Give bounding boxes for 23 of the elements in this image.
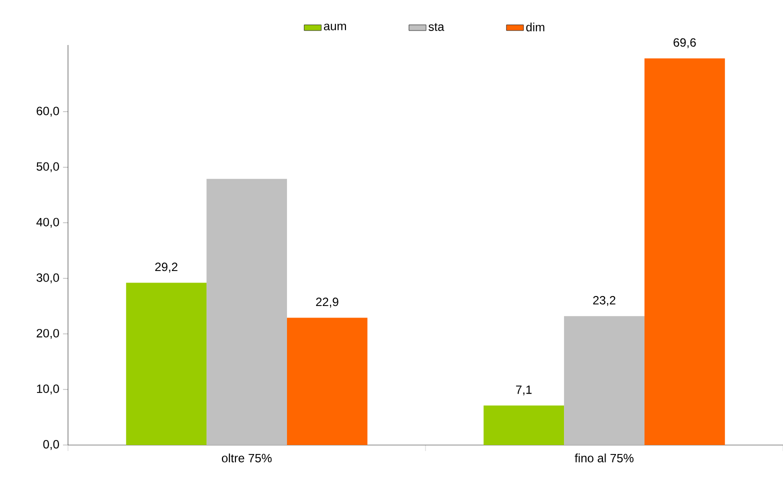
data-label: 29,2	[155, 262, 178, 273]
y-tick-label: 40,0	[36, 218, 60, 228]
y-tick-label: 20,0	[36, 328, 60, 339]
x-tick-label: oltre 75%	[222, 454, 272, 462]
bar	[484, 406, 564, 445]
bar	[286, 318, 368, 445]
legend-label: aum	[324, 24, 346, 30]
data-label: 22,9	[316, 298, 338, 308]
y-tick-label: 10,0	[37, 384, 60, 394]
legend-label: dim	[526, 22, 544, 32]
data-label: 69,6	[674, 38, 696, 48]
bar	[564, 316, 644, 445]
y-tick-label: 60,0	[36, 106, 60, 117]
y-tick-label: 0,0	[43, 440, 60, 450]
data-label: 7,1	[516, 386, 532, 396]
x-tick-label: fino al 75%	[574, 454, 634, 462]
y-tick-label: 30,0	[36, 273, 60, 284]
bar	[126, 282, 207, 445]
bar	[644, 58, 725, 445]
y-tick-label: 50,0	[36, 162, 60, 172]
bar	[206, 178, 287, 445]
legend-label: sta	[428, 23, 444, 31]
data-label: 23,2	[593, 296, 616, 306]
